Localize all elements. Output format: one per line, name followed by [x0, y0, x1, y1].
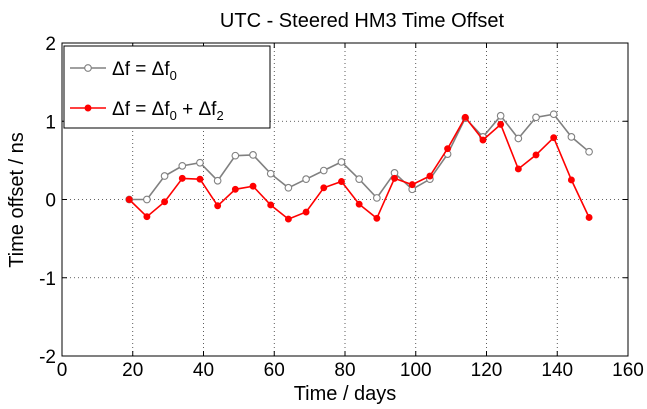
legend-label: Δf = Δf0 [112, 59, 177, 83]
data-point [496, 111, 505, 120]
x-tick-label: 120 [471, 360, 503, 381]
legend-label: Δf = Δf0 + Δf2 [112, 99, 224, 123]
data-point [355, 200, 363, 208]
data-point [302, 175, 310, 184]
data-point [143, 195, 151, 204]
data-point [284, 215, 292, 223]
data-point [178, 174, 186, 182]
data-point [302, 208, 310, 216]
data-point [143, 213, 151, 221]
data-point [338, 178, 345, 185]
x-tick-label: 160 [612, 360, 644, 381]
data-point [479, 136, 487, 144]
y-tick-label: 0 [45, 191, 56, 212]
data-point [550, 134, 558, 142]
data-point [514, 134, 523, 143]
data-point [391, 174, 398, 182]
data-point [444, 145, 452, 153]
x-tick-label: 140 [541, 360, 573, 381]
data-point [249, 182, 257, 190]
data-point [249, 151, 257, 159]
data-point [372, 194, 381, 202]
axis-ticks: 0 20 40 60 80 100 120 140 160 -2 -1 0 1 2 [39, 34, 644, 381]
data-point [231, 151, 240, 160]
legend-marker [84, 104, 92, 112]
data-point [213, 176, 222, 185]
data-point [532, 113, 540, 122]
y-tick-label: -1 [39, 269, 56, 290]
data-point [373, 214, 381, 222]
data-point [214, 202, 222, 210]
data-point [497, 120, 505, 128]
data-point [461, 113, 469, 121]
series-2 [125, 113, 593, 223]
data-point [160, 172, 169, 180]
x-tick-label: 40 [193, 360, 214, 381]
data-point [355, 175, 364, 184]
data-point [319, 166, 328, 175]
data-point [337, 158, 346, 166]
chart-title: UTC - Steered HM3 Time Offset [220, 10, 505, 32]
data-point [266, 169, 275, 178]
data-point [267, 201, 275, 209]
legend-box [63, 45, 271, 129]
series-layer [125, 110, 593, 223]
data-point [567, 133, 576, 141]
data-point [567, 176, 575, 184]
data-point [231, 185, 239, 193]
y-tick-label: -2 [39, 347, 56, 368]
x-tick-label: 0 [57, 360, 68, 381]
legend: Δf = Δf0 Δf = Δf0 + Δf2 [63, 45, 271, 129]
y-axis-label: Time offset / ns [6, 132, 28, 268]
data-point [196, 175, 204, 183]
data-point [125, 196, 133, 203]
x-tick-label: 20 [122, 360, 143, 381]
x-tick-label: 100 [400, 360, 432, 381]
data-point [408, 181, 416, 189]
x-axis-label: Time / days [294, 383, 397, 405]
y-tick-label: 1 [45, 112, 56, 133]
data-point [196, 158, 204, 167]
data-point [549, 110, 558, 119]
x-tick-label: 80 [334, 360, 355, 381]
data-point [585, 214, 593, 221]
data-point [178, 162, 187, 170]
data-point [514, 165, 522, 173]
data-point [284, 183, 293, 192]
data-point [161, 198, 169, 206]
data-point [532, 151, 540, 159]
y-tick-label: 2 [45, 34, 56, 55]
data-point [426, 172, 434, 180]
data-point [320, 184, 328, 192]
data-point [585, 147, 593, 156]
x-tick-label: 60 [264, 360, 285, 381]
legend-marker [84, 64, 92, 72]
